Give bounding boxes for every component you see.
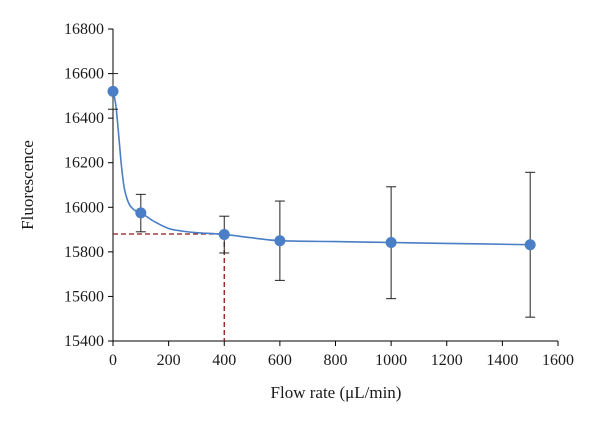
data-point bbox=[274, 235, 286, 247]
y-axis-title: Fluorescence bbox=[18, 140, 37, 230]
data-point bbox=[524, 239, 536, 251]
x-tick-label: 1600 bbox=[542, 352, 574, 369]
y-tick-label: 16800 bbox=[64, 21, 104, 38]
x-tick-label: 1200 bbox=[431, 352, 463, 369]
data-point bbox=[135, 207, 147, 219]
y-tick-label: 16000 bbox=[64, 199, 104, 216]
x-tick-label: 800 bbox=[324, 352, 348, 369]
x-tick-label: 1000 bbox=[375, 352, 407, 369]
x-tick-label: 200 bbox=[157, 352, 181, 369]
y-tick-label: 16600 bbox=[64, 66, 104, 83]
x-tick-label: 0 bbox=[109, 352, 117, 369]
y-tick-label: 16400 bbox=[64, 110, 104, 127]
x-tick-label: 600 bbox=[268, 352, 292, 369]
reference-lines bbox=[113, 233, 225, 341]
data-point bbox=[385, 236, 397, 248]
data-point bbox=[218, 228, 230, 240]
y-tick-label: 15800 bbox=[64, 244, 104, 261]
y-tick-label: 16200 bbox=[64, 155, 104, 172]
data-points bbox=[107, 85, 536, 251]
y-axis-ticks: 15400 15600 15800 16000 16200 16400 16600 16800 bbox=[64, 21, 113, 350]
fit-curve-layer bbox=[112, 91, 531, 246]
x-axis-title: Flow rate (μL/min) bbox=[271, 383, 402, 402]
axes bbox=[112, 29, 558, 342]
y-tick-label: 15400 bbox=[64, 333, 104, 350]
error-bars bbox=[108, 73, 536, 318]
x-tick-label: 1400 bbox=[486, 352, 518, 369]
y-tick-label: 15600 bbox=[64, 288, 104, 305]
x-axis-ticks: 0 200 400 600 800 1000 1200 1400 1600 bbox=[109, 341, 574, 369]
x-tick-label: 400 bbox=[212, 352, 236, 369]
fit-curve bbox=[112, 91, 531, 246]
data-point bbox=[107, 85, 119, 97]
